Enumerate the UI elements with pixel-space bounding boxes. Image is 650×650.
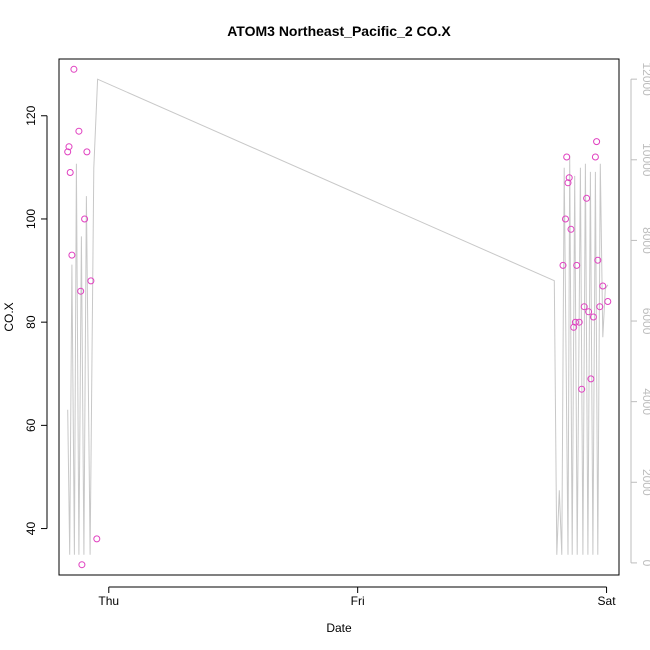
right-tick-label: 10000: [640, 143, 650, 177]
x-tick-label: Thu: [98, 594, 119, 608]
data-point: [93, 535, 101, 543]
data-point: [563, 153, 571, 161]
data-point: [567, 225, 575, 233]
data-point: [562, 215, 569, 223]
right-tick-label: 8000: [640, 227, 650, 254]
x-axis-title: Date: [326, 621, 352, 635]
data-point: [75, 127, 83, 135]
data-point: [83, 148, 91, 156]
data-point: [571, 318, 579, 326]
x-tick-label: Fri: [351, 594, 365, 608]
data-point: [591, 153, 599, 161]
right-tick-label: 12000: [640, 62, 650, 96]
plot-area: [58, 58, 620, 576]
left-y-axis: 40 60 80 100 120: [24, 105, 48, 536]
data-point: [559, 261, 567, 269]
data-point: [87, 277, 95, 285]
data-point: [565, 174, 573, 182]
data-point: [564, 179, 572, 187]
data-point: [66, 169, 74, 176]
data-point: [65, 143, 73, 151]
data-point: [575, 318, 583, 326]
left-tick-label: 40: [24, 522, 38, 536]
data-point: [64, 148, 72, 156]
left-tick-label: 120: [24, 105, 38, 125]
data-point: [81, 215, 89, 223]
point-series: [64, 65, 612, 569]
data-point: [593, 138, 601, 146]
data-point: [70, 65, 78, 73]
series-line: [67, 78, 609, 555]
data-point: [594, 256, 602, 264]
right-y-axis: 0 2000 4000 6000 8000 10000 12000: [630, 62, 650, 567]
data-point: [77, 287, 85, 295]
data-point: [580, 303, 588, 311]
data-point: [585, 308, 593, 316]
right-tick-label: 4000: [640, 388, 650, 415]
data-point: [599, 282, 607, 290]
left-tick-label: 60: [24, 418, 38, 432]
left-tick-label: 80: [24, 315, 38, 329]
left-tick-label: 100: [24, 209, 38, 229]
data-point: [68, 251, 76, 259]
right-tick-label: 6000: [640, 308, 650, 335]
data-point: [587, 375, 595, 383]
right-tick-label: 0: [640, 560, 650, 567]
data-point: [596, 303, 604, 311]
line-series: [67, 78, 609, 555]
data-point: [78, 561, 86, 569]
data-point: [573, 261, 581, 269]
data-point: [578, 385, 586, 393]
data-point: [589, 313, 597, 321]
y-axis-title: CO.X: [2, 302, 16, 331]
chart-title: ATOM3 Northeast_Pacific_2 CO.X: [227, 23, 451, 39]
x-tick-label: Sat: [598, 594, 617, 608]
data-point: [604, 298, 612, 305]
data-point: [583, 194, 591, 202]
right-tick-label: 2000: [640, 469, 650, 496]
x-axis: Thu Fri Sat: [98, 586, 617, 608]
